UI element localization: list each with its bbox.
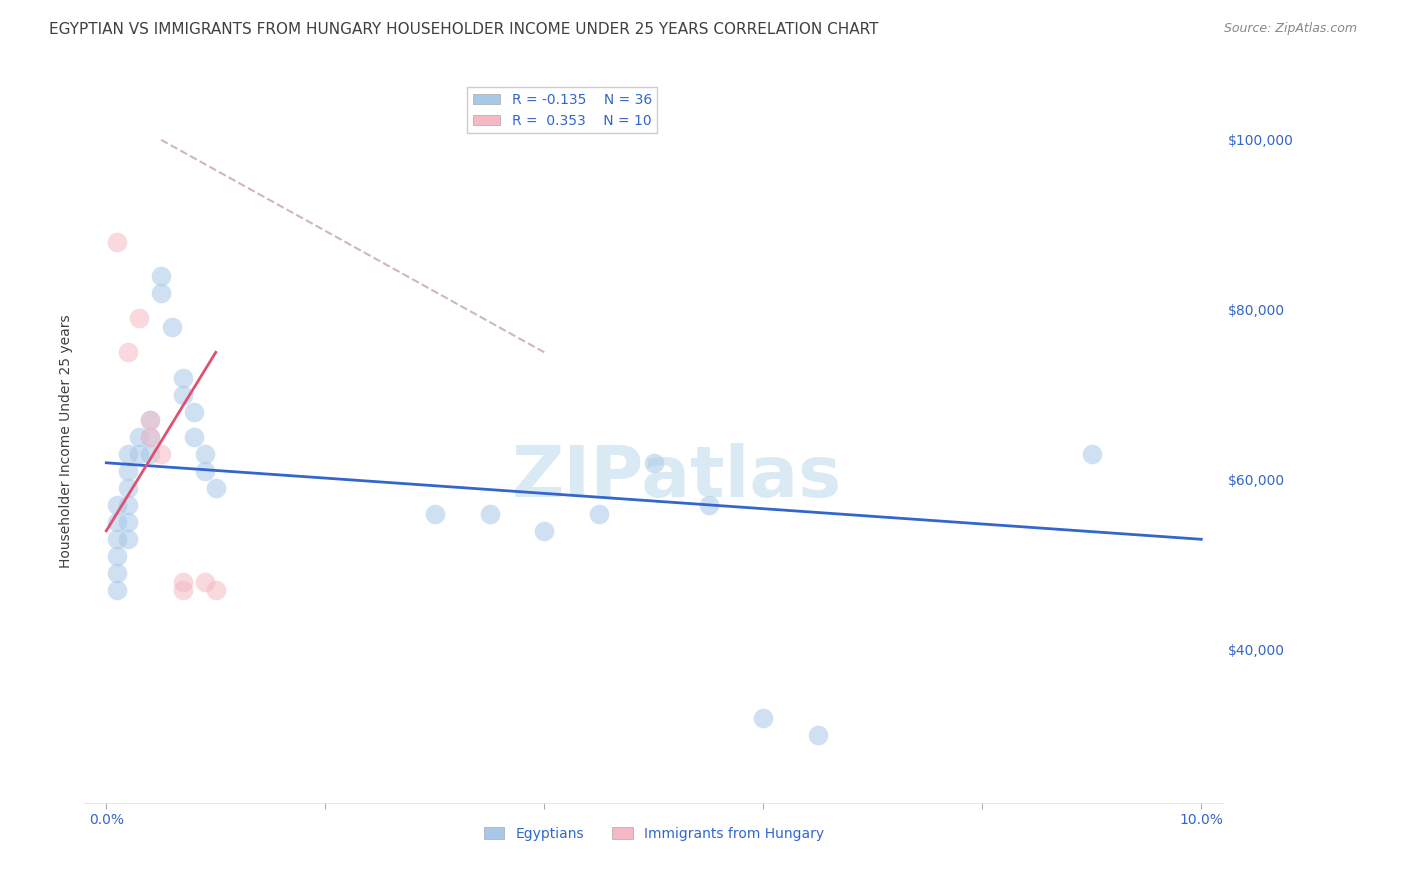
Point bbox=[204, 481, 226, 495]
Text: EGYPTIAN VS IMMIGRANTS FROM HUNGARY HOUSEHOLDER INCOME UNDER 25 YEARS CORRELATIO: EGYPTIAN VS IMMIGRANTS FROM HUNGARY HOUS… bbox=[49, 22, 879, 37]
Point bbox=[423, 507, 446, 521]
Point bbox=[752, 711, 775, 725]
Point bbox=[150, 447, 173, 461]
Point bbox=[139, 413, 162, 427]
Point bbox=[533, 524, 555, 538]
Point bbox=[105, 533, 128, 547]
Point bbox=[150, 268, 173, 283]
Point bbox=[588, 507, 610, 521]
Point bbox=[139, 430, 162, 444]
Point bbox=[117, 516, 139, 530]
Point bbox=[150, 285, 173, 300]
Point bbox=[183, 430, 205, 444]
Point bbox=[183, 405, 205, 419]
Point bbox=[194, 574, 217, 589]
Point bbox=[160, 319, 183, 334]
Point bbox=[172, 583, 194, 598]
Point bbox=[128, 447, 150, 461]
Point bbox=[117, 464, 139, 478]
Point bbox=[172, 574, 194, 589]
Point bbox=[105, 566, 128, 581]
Y-axis label: Householder Income Under 25 years: Householder Income Under 25 years bbox=[59, 315, 73, 568]
Point bbox=[117, 447, 139, 461]
Point bbox=[105, 235, 128, 249]
Point bbox=[139, 413, 162, 427]
Point bbox=[105, 516, 128, 530]
Point bbox=[194, 464, 217, 478]
Point bbox=[172, 371, 194, 385]
Point bbox=[194, 447, 217, 461]
Point bbox=[139, 430, 162, 444]
Point bbox=[139, 447, 162, 461]
Point bbox=[643, 456, 665, 470]
Point bbox=[117, 498, 139, 512]
Point bbox=[128, 430, 150, 444]
Point bbox=[807, 728, 830, 742]
Point bbox=[105, 549, 128, 564]
Legend: Egyptians, Immigrants from Hungary: Egyptians, Immigrants from Hungary bbox=[478, 822, 830, 847]
Point bbox=[128, 311, 150, 326]
Point bbox=[105, 583, 128, 598]
Point bbox=[697, 498, 720, 512]
Point bbox=[478, 507, 501, 521]
Text: ZIPatlas: ZIPatlas bbox=[512, 443, 842, 512]
Point bbox=[105, 498, 128, 512]
Point bbox=[117, 345, 139, 359]
Point bbox=[117, 481, 139, 495]
Point bbox=[204, 583, 226, 598]
Point bbox=[172, 388, 194, 402]
Point bbox=[1081, 447, 1104, 461]
Text: Source: ZipAtlas.com: Source: ZipAtlas.com bbox=[1223, 22, 1357, 36]
Point bbox=[117, 533, 139, 547]
